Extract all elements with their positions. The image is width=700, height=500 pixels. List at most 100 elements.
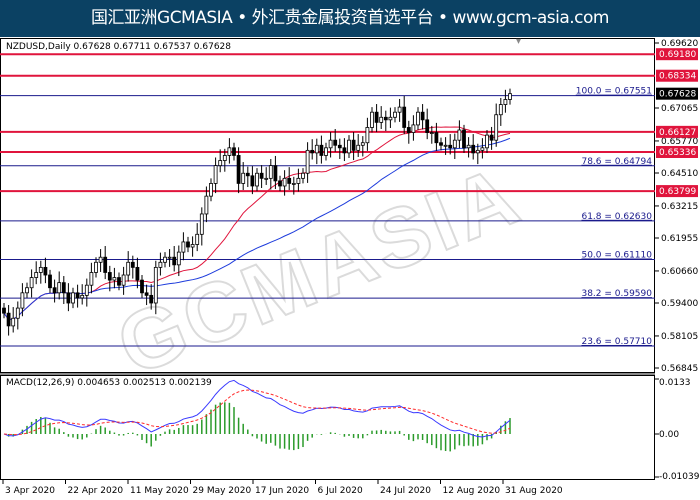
fib-level-label: 23.6 = 0.57710 <box>581 337 652 347</box>
candle-body <box>117 277 121 286</box>
candle-body <box>480 147 485 151</box>
candle-body <box>6 312 11 327</box>
candle-body <box>397 106 402 113</box>
candle-body <box>485 134 489 149</box>
candle-body <box>393 111 397 118</box>
date-tick-label: 3 Apr 2020 <box>5 486 55 496</box>
candle-body <box>489 134 494 141</box>
candle-body <box>411 124 416 133</box>
candle-body <box>296 177 301 184</box>
candle-body <box>52 287 57 294</box>
fib-level-label: 50.0 = 0.61110 <box>581 250 652 260</box>
resistance-price-label: 0.63799 <box>659 187 696 197</box>
candle-body <box>107 272 112 281</box>
date-tick-label: 24 Jul 2020 <box>380 486 431 496</box>
fib-level-label: 61.8 = 0.62630 <box>581 212 652 222</box>
candle-body <box>61 282 66 294</box>
candle-body <box>416 111 420 126</box>
candle-body <box>471 144 476 154</box>
resistance-price-label: 0.65336 <box>659 148 696 158</box>
candle-body <box>498 104 503 116</box>
candle-body <box>255 172 259 187</box>
main-panel-frame <box>0 38 655 373</box>
candle-body <box>264 177 269 180</box>
price-tick-label: 0.67065 <box>661 104 698 114</box>
resistance-price-tag <box>656 145 698 158</box>
candle-body <box>112 277 117 281</box>
candle-body <box>342 147 347 154</box>
candle-body <box>333 139 338 146</box>
price-tick-label: 0.60660 <box>661 267 698 277</box>
price-tick-label: 0.58105 <box>661 332 698 342</box>
candle-body <box>121 274 126 286</box>
resistance-price-tag <box>656 69 698 82</box>
candle-body <box>448 144 453 149</box>
candle-body <box>383 116 388 121</box>
candle-body <box>278 180 282 187</box>
date-tick-label: 31 Aug 2020 <box>505 486 563 496</box>
candle-body <box>98 256 103 263</box>
candle-body <box>38 266 43 273</box>
candle-body <box>103 256 108 273</box>
candle-body <box>167 256 172 259</box>
candle-body <box>75 292 80 299</box>
date-tick-label: 29 May 2020 <box>193 486 252 496</box>
macd-tick-label: 0.00 <box>659 430 679 440</box>
candles <box>2 88 512 336</box>
current-price-label: 0.67628 <box>659 90 696 100</box>
price-tick-label: 0.65770 <box>661 137 698 147</box>
candle-body <box>388 116 393 121</box>
candle-body <box>434 132 439 144</box>
candle-body <box>126 261 131 276</box>
date-tick-label: 22 Apr 2020 <box>68 486 124 496</box>
candle-body <box>245 172 250 177</box>
candle-body <box>66 292 71 304</box>
candle-body <box>48 274 52 289</box>
candle-body <box>236 155 241 184</box>
candle-body <box>508 93 512 100</box>
candle-body <box>15 307 20 319</box>
candle-body <box>503 99 508 105</box>
candle-body <box>370 111 374 128</box>
candle-body <box>20 292 25 309</box>
price-tick-label: 0.63215 <box>661 202 698 212</box>
candle-body <box>43 266 48 276</box>
collapse-icon[interactable]: ▾ <box>516 37 521 47</box>
date-tick-label: 6 Jul 2020 <box>318 486 363 496</box>
macd-panel-frame <box>0 375 655 480</box>
candle-body <box>190 244 195 248</box>
candle-body <box>374 111 379 123</box>
resistance-price-label: 0.69180 <box>659 50 696 60</box>
candle-body <box>365 127 370 144</box>
candle-body <box>268 165 273 179</box>
candle-body <box>186 241 190 248</box>
candle-body <box>181 241 186 253</box>
candle-body <box>176 251 181 266</box>
candle-body <box>282 177 287 187</box>
candle-body <box>172 256 177 266</box>
candle-body <box>71 292 75 304</box>
candle-body <box>462 129 466 149</box>
candle-body <box>347 139 351 154</box>
candle-body <box>305 149 310 174</box>
candle-body <box>402 106 407 128</box>
candle-body <box>84 284 89 296</box>
signal-line <box>3 389 511 436</box>
candle-body <box>232 147 236 156</box>
candle-body <box>213 165 218 184</box>
price-tick-label: 0.56845 <box>661 364 698 374</box>
price-tick-label: 0.64510 <box>661 169 698 179</box>
candle-body <box>439 142 443 146</box>
candle-body <box>94 261 98 273</box>
candle-body <box>209 183 213 197</box>
candle-body <box>475 149 480 154</box>
candle-body <box>218 160 223 167</box>
candle-body <box>291 183 296 185</box>
candle-body <box>356 144 361 151</box>
candle-body <box>494 114 499 141</box>
candle-body <box>324 147 328 156</box>
candle-body <box>195 233 200 245</box>
candle-body <box>425 119 430 133</box>
candle-body <box>443 144 448 147</box>
